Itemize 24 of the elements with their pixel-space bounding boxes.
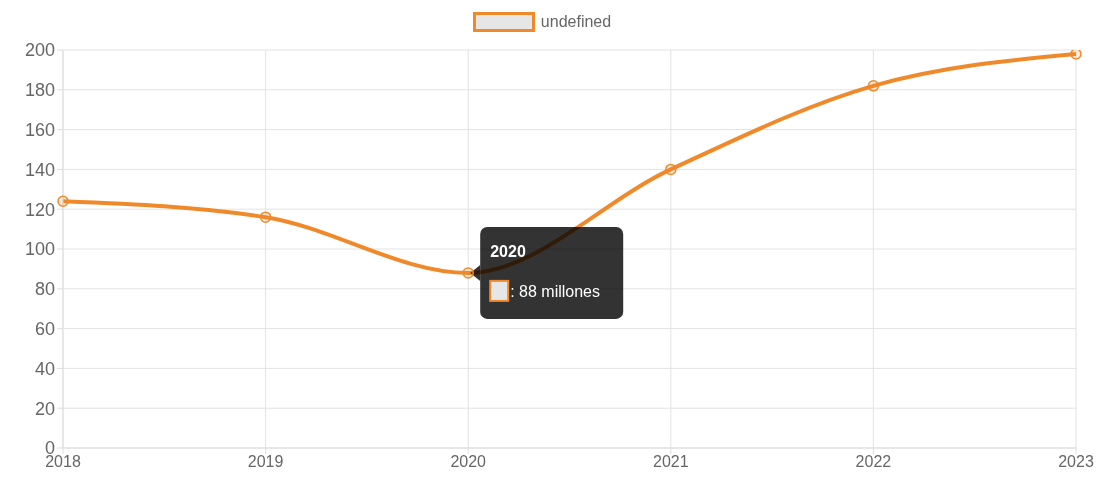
x-tick-label: 2022: [855, 453, 892, 471]
x-tick-label: 2019: [247, 453, 284, 471]
point: [259, 211, 272, 223]
point: [1070, 50, 1082, 60]
y-tick-label: 160: [24, 119, 55, 140]
point: [57, 195, 69, 207]
y-tick-label: 180: [24, 80, 55, 101]
x-tick-label: 2023: [1058, 453, 1094, 471]
y-tick-label: 20: [34, 398, 55, 419]
y-tick-label: 80: [34, 279, 55, 300]
y-tick-label: 200: [24, 40, 55, 61]
y-tick-label: 120: [24, 199, 55, 220]
legend-label: undefined: [540, 13, 612, 31]
point: [665, 163, 677, 176]
annotation: 2020: [490, 242, 526, 260]
y-tick-label: 140: [24, 159, 55, 180]
y-tick-label: 60: [34, 318, 55, 339]
point: [867, 80, 880, 92]
x-tick-label: 2021: [653, 453, 689, 471]
y-tick-label: 100: [24, 239, 55, 260]
point: [462, 267, 474, 279]
y-tick-label: 40: [34, 358, 55, 379]
x-tick-label: 2020: [450, 453, 487, 471]
annotation: : 88 millones: [510, 282, 601, 300]
